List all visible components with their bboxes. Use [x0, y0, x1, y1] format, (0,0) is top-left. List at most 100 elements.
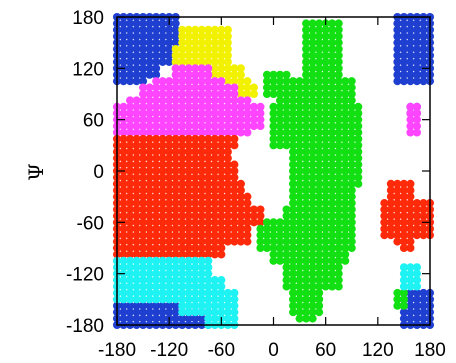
data-point — [223, 45, 232, 54]
data-point — [256, 102, 265, 111]
data-point — [412, 122, 421, 131]
data-point — [165, 115, 174, 124]
data-point — [315, 102, 324, 111]
data-point — [295, 77, 304, 86]
data-point — [243, 192, 252, 201]
data-point — [354, 102, 363, 111]
data-point — [406, 109, 415, 118]
data-point — [152, 25, 161, 34]
data-point — [399, 64, 408, 73]
data-point — [165, 263, 174, 272]
data-point — [328, 51, 337, 60]
data-point — [184, 179, 193, 188]
data-point — [354, 141, 363, 150]
data-point — [269, 231, 278, 240]
data-point — [315, 166, 324, 176]
data-point — [191, 102, 200, 111]
data-point — [171, 77, 180, 86]
data-point — [139, 128, 148, 137]
y-tick-labels: 180 120 60 0 -60 -120 -180 — [66, 8, 104, 337]
data-point — [282, 237, 291, 246]
data-point — [165, 231, 174, 240]
data-point — [139, 199, 148, 208]
data-point — [158, 173, 167, 182]
data-point — [165, 102, 174, 111]
data-point — [191, 173, 200, 182]
data-point — [308, 314, 317, 323]
data-point — [295, 211, 304, 220]
data-point — [347, 122, 356, 131]
data-point — [132, 51, 141, 60]
data-point — [230, 77, 239, 86]
data-point — [119, 122, 128, 131]
data-point — [223, 147, 232, 156]
data-point — [132, 166, 141, 176]
data-point — [341, 141, 350, 150]
data-point — [132, 263, 141, 272]
data-point — [158, 224, 167, 233]
data-point — [152, 51, 161, 60]
data-point — [308, 89, 317, 99]
data-point — [393, 19, 402, 28]
data-point — [347, 231, 356, 240]
data-point — [139, 115, 148, 124]
data-point — [191, 295, 200, 304]
data-point — [302, 51, 311, 60]
data-point — [204, 83, 213, 92]
data-point — [197, 314, 206, 323]
data-point — [145, 160, 154, 169]
data-point — [145, 250, 154, 259]
data-point — [243, 102, 252, 111]
data-point — [223, 199, 232, 208]
data-point — [145, 243, 154, 253]
data-point — [282, 250, 291, 259]
data-point — [302, 141, 311, 150]
data-point — [184, 243, 193, 253]
data-point — [315, 308, 324, 317]
data-point — [393, 179, 402, 188]
data-point — [217, 102, 226, 111]
data-point — [217, 173, 226, 182]
data-point — [406, 128, 415, 137]
data-point — [139, 231, 148, 240]
data-point — [347, 205, 356, 214]
data-point — [217, 288, 226, 297]
data-point — [289, 109, 298, 118]
data-point — [165, 154, 174, 163]
data-point — [315, 134, 324, 143]
data-point — [412, 109, 421, 118]
data-point — [178, 205, 187, 214]
data-point — [223, 166, 232, 176]
data-point — [341, 109, 350, 118]
data-point — [217, 199, 226, 208]
data-point — [184, 77, 193, 86]
data-point — [152, 276, 161, 285]
data-point — [321, 134, 330, 143]
data-point — [119, 51, 128, 60]
data-point — [419, 224, 428, 233]
data-point — [328, 147, 337, 156]
data-point — [295, 160, 304, 169]
data-point — [236, 237, 245, 246]
data-point — [119, 205, 128, 214]
data-point — [321, 282, 330, 291]
data-point — [406, 308, 415, 317]
data-point — [132, 224, 141, 233]
data-point — [197, 109, 206, 118]
data-point — [197, 211, 206, 220]
data-point — [158, 77, 167, 86]
data-point — [139, 109, 148, 118]
data-point — [171, 173, 180, 182]
data-point — [419, 301, 428, 310]
data-point — [125, 205, 135, 214]
data-point — [191, 231, 200, 240]
data-point — [132, 160, 141, 169]
data-point — [386, 211, 395, 220]
data-point — [125, 211, 135, 220]
data-point — [321, 276, 330, 285]
data-point — [328, 115, 337, 124]
data-point — [406, 192, 415, 201]
data-point — [295, 109, 304, 118]
data-point — [184, 314, 193, 323]
